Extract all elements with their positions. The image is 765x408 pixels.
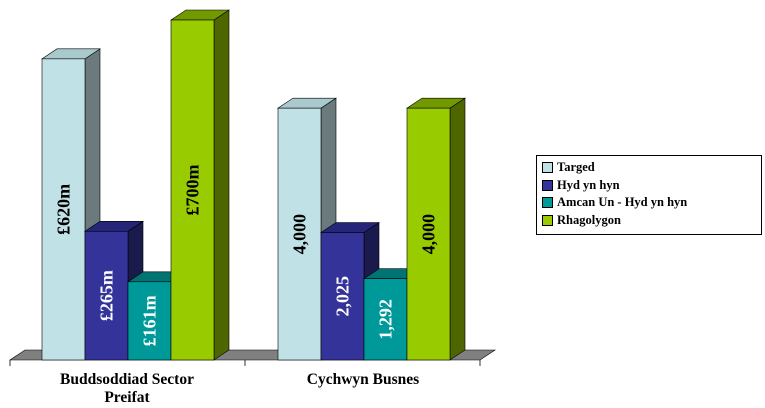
legend-label-targed: Targed <box>557 160 595 175</box>
bar-targed-1 <box>277 107 322 361</box>
bar-side-rhagolygon-1 <box>449 97 466 361</box>
legend-item-hyd-yn-hyn: Hyd yn hyn <box>542 177 761 195</box>
data-label-amcan-un-hyd-yn-hyn-0: £161m <box>140 295 160 346</box>
category-label-line: Preifat <box>104 389 150 406</box>
data-label-rhagolygon-1: 4,000 <box>419 214 439 255</box>
data-label-hyd-yn-hyn-0: £265m <box>97 270 117 321</box>
data-label-hyd-yn-hyn-1: 2,025 <box>333 276 353 317</box>
bar-hyd-yn-hyn-0 <box>84 230 129 361</box>
legend-item-amcan-un: Amcan Un - Hyd yn hyn <box>542 194 761 212</box>
bar-targed-0 <box>41 58 86 361</box>
legend: Targed Hyd yn hyn Amcan Un - Hyd yn hyn … <box>536 155 762 235</box>
category-label-0: Buddsoddiad Sector Preifat <box>60 371 194 406</box>
legend-swatch-hyd-yn-hyn <box>542 179 553 191</box>
data-label-targed-0: £620m <box>54 184 74 235</box>
legend-item-rhagolygon: Rhagolygon <box>542 212 761 230</box>
legend-swatch-amcan-un <box>542 197 553 209</box>
legend-label-hyd-yn-hyn: Hyd yn hyn <box>557 177 620 192</box>
legend-label-rhagolygon: Rhagolygon <box>557 212 621 227</box>
bar-rhagolygon-1 <box>406 107 451 361</box>
bar-side-rhagolygon-0 <box>213 9 230 361</box>
data-label-targed-1: 4,000 <box>290 214 310 255</box>
category-label-line: Buddsoddiad Sector <box>60 371 194 388</box>
bar-amcan-un-hyd-yn-hyn-0 <box>127 281 172 361</box>
bar-amcan-un-hyd-yn-hyn-1 <box>363 278 408 361</box>
category-label-line: Cychwyn Busnes <box>307 371 419 388</box>
legend-label-amcan-un: Amcan Un - Hyd yn hyn <box>557 195 688 210</box>
bar-rhagolygon-0 <box>170 19 215 361</box>
legend-swatch-targed <box>542 162 553 174</box>
legend-swatch-rhagolygon <box>542 214 553 226</box>
data-label-rhagolygon-0: £700m <box>183 165 203 216</box>
legend-item-targed: Targed <box>542 159 761 177</box>
category-label-1: Cychwyn Busnes <box>307 371 419 388</box>
data-label-amcan-un-hyd-yn-hyn-1: 1,292 <box>376 299 396 340</box>
